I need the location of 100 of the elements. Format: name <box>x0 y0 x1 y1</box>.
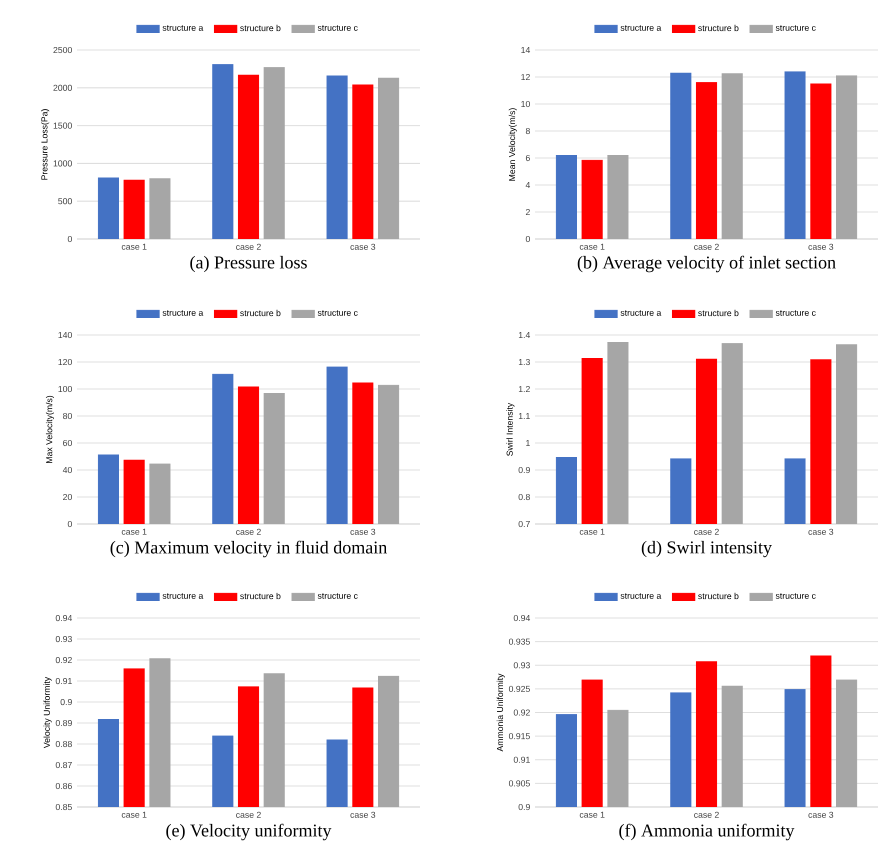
y-tick-label: 100 <box>58 386 72 392</box>
y-tick-label: 0.89 <box>56 720 72 726</box>
text: (a) Pressure loss <box>190 256 307 272</box>
y-tick-label: 0.92 <box>514 709 530 716</box>
y-tick-label: 1000 <box>54 160 72 166</box>
x-tick-label: case 1 <box>122 244 146 250</box>
y-tick-label: 1.2 <box>518 386 530 392</box>
y-tick-label: 0.7 <box>518 520 530 528</box>
y-tick-label: 0 <box>68 520 72 528</box>
bar <box>378 78 400 240</box>
bar <box>149 464 170 524</box>
y-tick-label: 0.94 <box>514 614 530 622</box>
legend-label: structure a <box>162 593 204 599</box>
y-tick-label: 0 <box>68 236 72 242</box>
bar <box>810 83 832 240</box>
legend-label: structure b <box>240 24 280 32</box>
x-tick-label: case 3 <box>350 528 376 535</box>
x-tick-label: case 3 <box>808 812 834 818</box>
legend-label: structure c <box>318 593 358 599</box>
legend-label: structure a <box>162 310 204 316</box>
x-tick-label: case 2 <box>694 812 719 818</box>
bar <box>696 82 718 240</box>
text: (f) Ammonia uniformity <box>619 824 794 840</box>
y-tick-label: 500 <box>58 198 72 204</box>
legend-label: structure b <box>698 24 738 32</box>
y-tick-label: 2000 <box>53 84 72 91</box>
y-tick-label: 0.92 <box>56 656 72 664</box>
bar <box>582 160 603 240</box>
y-tick-label: 2 <box>526 208 530 216</box>
y-tick-label: 1.3 <box>518 358 530 366</box>
y-tick-label: 4 <box>526 182 530 188</box>
y-tick-label: 1 <box>526 440 530 446</box>
y-tick-label: 0.935 <box>508 638 530 645</box>
x-tick-label: case 1 <box>580 244 605 250</box>
x-tick-label: case 2 <box>694 244 719 250</box>
x-tick-label: case 3 <box>808 244 834 250</box>
legend-label: structure a <box>620 593 662 599</box>
y-tick-label: 0.88 <box>56 740 72 748</box>
y-axis-title: Velocity Uniformity <box>44 676 52 748</box>
legend-label: structure c <box>776 25 816 31</box>
text: (c) Maximum velocity in fluid domain <box>110 540 387 558</box>
y-tick-label: 140 <box>58 332 72 338</box>
y-tick-label: 0.9 <box>60 698 72 706</box>
legend-label: structure c <box>318 310 358 316</box>
y-axis-title: Pressure Loss(Pa) <box>41 109 50 180</box>
y-tick-label: 0.91 <box>514 756 530 763</box>
y-tick-label: 120 <box>58 358 72 366</box>
legend-label: structure c <box>318 25 358 31</box>
bar <box>264 393 285 524</box>
y-axis-title: Swirl Intensity <box>506 402 514 456</box>
bar <box>784 71 806 240</box>
y-tick-label: 0.8 <box>518 494 530 500</box>
legend-label: structure b <box>240 592 280 600</box>
y-tick-label: 0.925 <box>508 686 530 692</box>
x-tick-label: case 1 <box>580 812 605 818</box>
text: (d) Swirl intensity <box>642 540 772 558</box>
y-tick-label: 80 <box>63 412 72 420</box>
y-tick-label: 1500 <box>54 122 72 129</box>
y-axis-title: Ammonia Uniformity <box>496 674 505 752</box>
y-tick-label: 12 <box>521 74 530 80</box>
x-tick-label: case 1 <box>122 528 146 535</box>
legend-label: structure a <box>620 310 662 316</box>
bar <box>264 67 285 240</box>
y-tick-label: 0.9 <box>518 466 530 474</box>
x-tick-label: case 2 <box>236 812 261 818</box>
y-tick-label: 0.915 <box>508 733 530 740</box>
bar <box>556 155 578 240</box>
legend-label: structure b <box>698 592 738 600</box>
y-tick-label: 0 <box>526 236 530 242</box>
x-tick-label: case 3 <box>350 812 376 818</box>
y-tick-label: 0.93 <box>56 636 72 642</box>
x-tick-label: case 3 <box>808 528 834 535</box>
y-tick-label: 1.4 <box>518 332 530 338</box>
y-tick-label: 0.93 <box>514 662 530 668</box>
y-tick-label: 60 <box>63 440 72 446</box>
bar <box>378 384 400 524</box>
x-tick-label: case 1 <box>122 812 146 818</box>
y-axis-title: Max Velocity(m/s) <box>46 396 54 463</box>
y-tick-label: 1.1 <box>518 413 530 419</box>
legend-label: structure b <box>240 310 280 316</box>
x-tick-label: case 3 <box>350 244 376 250</box>
y-tick-label: 0.86 <box>56 782 72 790</box>
x-tick-label: case 2 <box>236 528 261 535</box>
x-tick-label: case 2 <box>694 528 719 535</box>
y-tick-label: 0.85 <box>56 804 72 810</box>
legend-label: structure b <box>698 310 738 316</box>
y-tick-label: 8 <box>526 128 530 134</box>
y-tick-label: 14 <box>521 47 530 53</box>
legend-label: structure a <box>620 25 662 31</box>
legend-label: structure a <box>162 25 204 31</box>
legend-label: structure c <box>776 593 816 599</box>
y-tick-label: 0.91 <box>56 678 72 684</box>
y-tick-label: 0.905 <box>508 780 530 786</box>
y-tick-label: 6 <box>526 154 530 162</box>
legend-label: structure c <box>776 310 816 316</box>
y-axis-title: Mean Velocity(m/s) <box>508 108 517 181</box>
bar <box>670 72 692 240</box>
y-tick-label: 0.87 <box>56 762 72 768</box>
y-tick-label: 2500 <box>53 46 72 54</box>
y-tick-label: 40 <box>62 466 72 474</box>
